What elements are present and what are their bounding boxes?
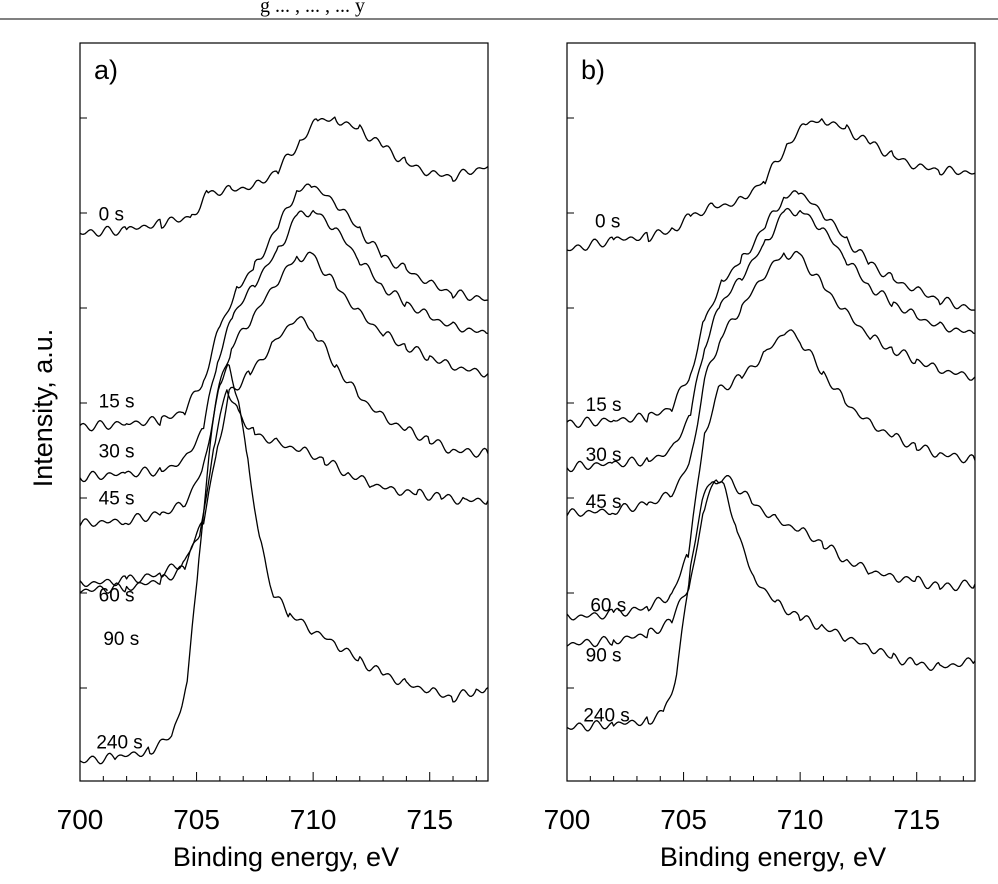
series-label-b-30s: 30 s xyxy=(586,445,622,466)
x-axis-label-a: Binding energy, eV xyxy=(173,842,399,872)
series-label-b-240s: 240 s xyxy=(583,706,629,727)
series-label-b-90s: 90 s xyxy=(586,645,622,666)
series-label-b-0s: 0 s xyxy=(595,211,620,232)
series-line-b-240s xyxy=(566,481,976,732)
x-tick-label-a: 710 xyxy=(290,804,337,835)
x-tick-label-b: 710 xyxy=(777,804,824,835)
plot-frame-a xyxy=(79,42,489,782)
series-label-a-30s: 30 s xyxy=(99,442,135,463)
series-label-a-240s: 240 s xyxy=(96,732,142,753)
series-line-a-240s xyxy=(79,363,489,765)
plot-frame-b xyxy=(566,42,976,782)
series-label-a-15s: 15 s xyxy=(99,392,135,413)
series-label-b-60s: 60 s xyxy=(590,595,626,616)
panel-label-b: b) xyxy=(581,55,605,85)
series-label-b-15s: 15 s xyxy=(586,395,622,416)
x-tick-label-b: 715 xyxy=(893,804,940,835)
series-line-b-60s xyxy=(566,329,976,621)
series-line-b-30s xyxy=(566,207,976,473)
series-line-a-60s xyxy=(79,316,489,588)
series-line-b-0s xyxy=(566,118,976,252)
x-tick-label-a: 700 xyxy=(57,804,104,835)
cropped-header-text: g ... , ... , ... y xyxy=(260,0,365,17)
series-line-a-45s xyxy=(79,251,489,527)
series-label-a-45s: 45 s xyxy=(99,488,135,509)
x-tick-label-b: 705 xyxy=(660,804,707,835)
series-line-a-90s xyxy=(79,389,489,594)
x-tick-label-a: 705 xyxy=(173,804,220,835)
panel-label-a: a) xyxy=(94,55,118,85)
series-line-a-30s xyxy=(79,209,489,483)
x-axis-label-b: Binding energy, eV xyxy=(660,842,886,872)
panel-b: 700 705 710 715 b) 0 s 15 s 30 s 45 s 60 s 90 s 240… xyxy=(544,42,976,872)
series-line-b-90s xyxy=(566,475,976,648)
x-tick-label-a: 715 xyxy=(406,804,453,835)
y-axis-label: Intensity, a.u. xyxy=(28,329,58,488)
series-line-a-15s xyxy=(79,183,489,432)
series-line-b-15s xyxy=(566,190,976,429)
x-tick-label-b: 700 xyxy=(544,804,591,835)
series-label-b-45s: 45 s xyxy=(586,492,622,513)
series-line-a-0s xyxy=(79,116,489,237)
series-line-b-45s xyxy=(566,250,976,517)
series-label-a-0s: 0 s xyxy=(99,205,124,226)
series-label-a-90s: 90 s xyxy=(103,629,139,650)
